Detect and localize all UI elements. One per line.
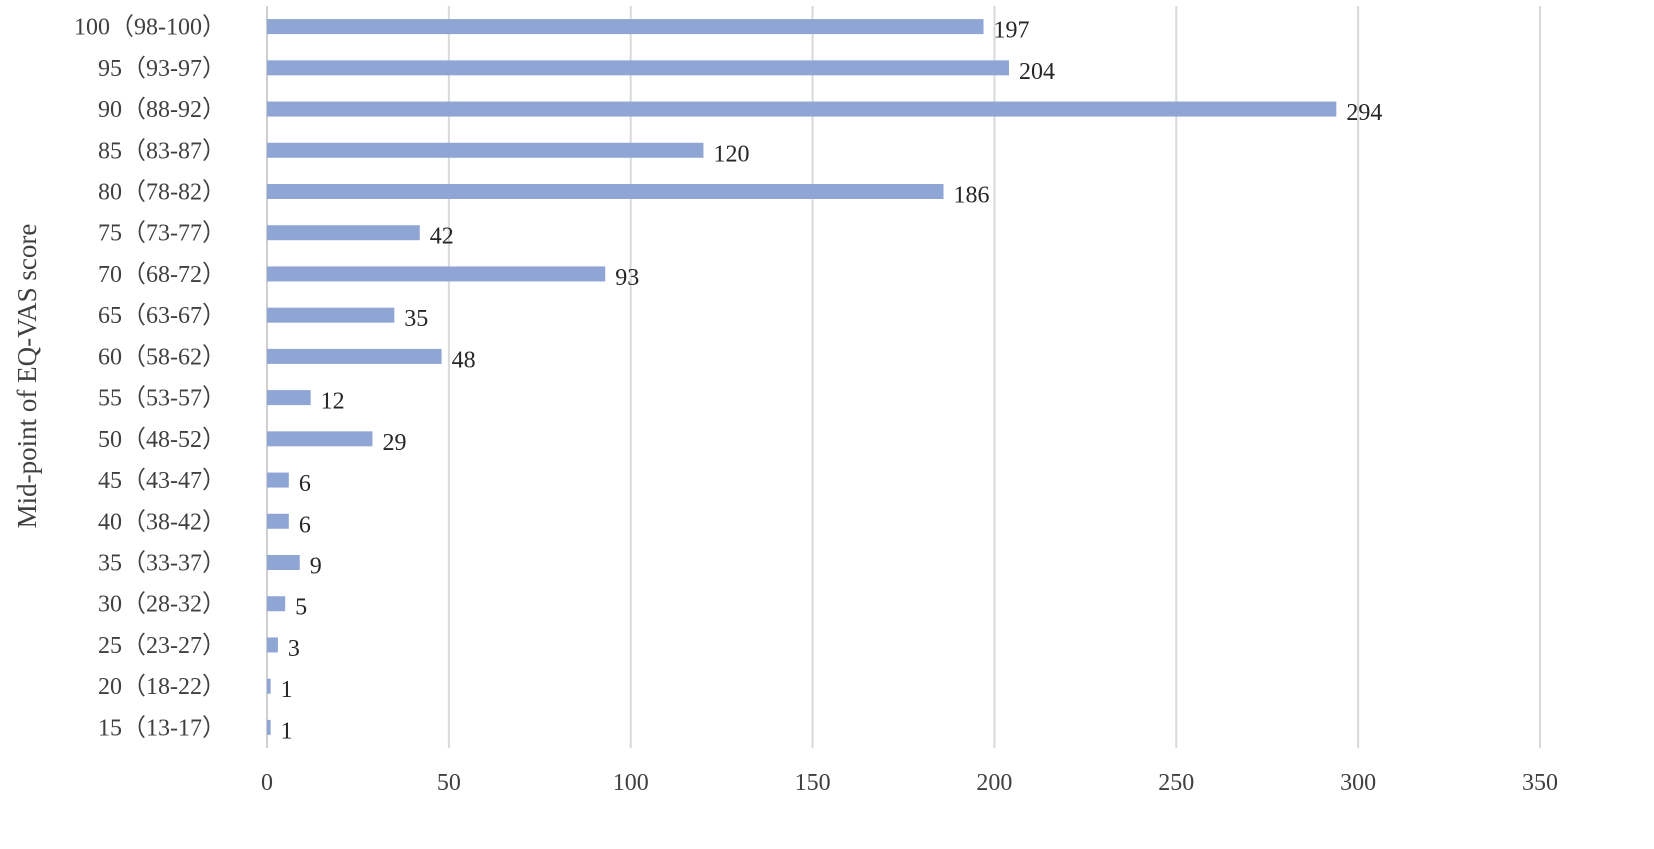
x-tick-label: 250 — [1158, 770, 1194, 796]
bar — [267, 19, 984, 35]
category-label: 30（28-32） — [98, 592, 226, 618]
data-label: 29 — [382, 430, 406, 456]
bar — [267, 101, 1337, 117]
bar — [267, 719, 271, 735]
bar — [267, 472, 289, 488]
category-axis: 100（98-100） 95（93-97） 90（88-92） 85（83-87） 80… — [74, 15, 226, 742]
data-label: 6 — [299, 512, 311, 538]
bar — [267, 596, 286, 612]
category-label: 35（33-37） — [98, 551, 226, 577]
category-label: 100（98-100） — [74, 15, 226, 41]
category-label: 85（83-87） — [98, 138, 226, 164]
bar — [267, 390, 311, 406]
data-label: 35 — [404, 306, 428, 332]
data-label: 197 — [994, 18, 1030, 44]
category-label: 90（88-92） — [98, 97, 226, 123]
x-tick-label: 100 — [613, 770, 649, 796]
bar — [267, 513, 289, 529]
x-tick-label: 350 — [1522, 770, 1558, 796]
data-label: 5 — [295, 595, 307, 621]
x-tick-label: 150 — [795, 770, 831, 796]
bar — [267, 637, 278, 653]
category-label: 75（73-77） — [98, 221, 226, 247]
y-axis-title: Mid-point of EQ-VAS score — [12, 224, 42, 529]
category-label: 45（43-47） — [98, 468, 226, 494]
category-label: 40（38-42） — [98, 509, 226, 535]
bar — [267, 431, 373, 447]
bar — [267, 266, 606, 282]
data-label: 12 — [321, 389, 345, 415]
category-label: 50（48-52） — [98, 427, 226, 453]
category-label: 25（23-27） — [98, 633, 226, 659]
category-label: 80（78-82） — [98, 180, 226, 206]
x-tick-label: 50 — [437, 770, 461, 796]
gridlines — [266, 6, 1541, 748]
bar — [267, 142, 704, 158]
data-label: 6 — [299, 471, 311, 497]
category-label: 65（63-67） — [98, 303, 226, 329]
category-label: 70（68-72） — [98, 262, 226, 288]
x-tick-label: 300 — [1340, 770, 1376, 796]
data-label: 1 — [281, 677, 293, 703]
bar — [267, 307, 395, 323]
data-label: 9 — [310, 554, 322, 580]
data-label: 48 — [452, 347, 476, 373]
bar — [267, 555, 300, 570]
data-labels: 197 204 294 120 186 42 93 35 48 12 29 6 6 95 3 1 1 — [281, 18, 1383, 745]
bar — [267, 678, 271, 694]
bars — [267, 19, 1337, 735]
category-label: 60（58-62） — [98, 344, 226, 370]
data-label: 186 — [954, 183, 990, 209]
data-label: 204 — [1019, 59, 1055, 85]
bar — [267, 225, 420, 241]
category-label: 15（13-17） — [98, 715, 226, 741]
data-label: 294 — [1346, 100, 1382, 126]
data-label: 120 — [713, 141, 749, 167]
bar — [267, 348, 442, 364]
x-tick-label: 0 — [261, 770, 273, 796]
data-label: 93 — [615, 265, 639, 291]
category-label: 95（93-97） — [98, 56, 226, 82]
data-label: 3 — [288, 636, 300, 662]
bar — [267, 184, 944, 199]
data-label: 1 — [281, 718, 293, 744]
data-label: 42 — [430, 224, 454, 250]
category-label: 20（18-22） — [98, 674, 226, 700]
x-tick-label: 200 — [976, 770, 1012, 796]
value-axis: 0 50 100 150 200 250 300 350 — [261, 770, 1558, 796]
bar — [267, 60, 1009, 76]
category-label: 55（53-57） — [98, 386, 226, 412]
